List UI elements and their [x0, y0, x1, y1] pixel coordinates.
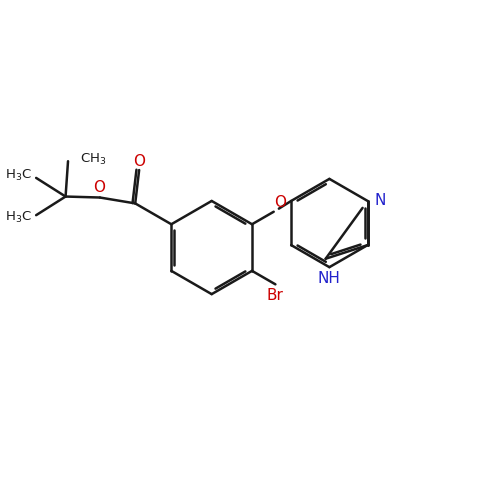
Text: CH$_3$: CH$_3$	[80, 152, 106, 167]
Text: NH: NH	[318, 271, 341, 286]
Text: Br: Br	[267, 288, 284, 302]
Text: H$_3$C: H$_3$C	[6, 168, 32, 182]
Text: O: O	[93, 180, 105, 195]
Text: O: O	[274, 195, 286, 210]
Text: N: N	[375, 194, 386, 208]
Text: H$_3$C: H$_3$C	[6, 210, 32, 224]
Text: O: O	[133, 154, 145, 169]
